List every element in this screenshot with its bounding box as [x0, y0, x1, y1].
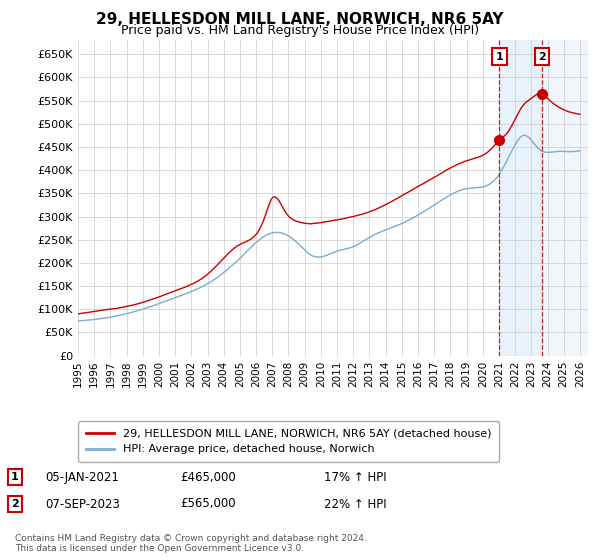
Bar	[542, 40, 588, 356]
Text: 22% ↑ HPI: 22% ↑ HPI	[324, 497, 386, 511]
Text: 05-JAN-2021: 05-JAN-2021	[45, 470, 119, 484]
Text: 29, HELLESDON MILL LANE, NORWICH, NR6 5AY: 29, HELLESDON MILL LANE, NORWICH, NR6 5A…	[96, 12, 504, 27]
Bar	[499, 40, 542, 356]
Text: Contains HM Land Registry data © Crown copyright and database right 2024.: Contains HM Land Registry data © Crown c…	[15, 534, 367, 543]
Text: 07-SEP-2023: 07-SEP-2023	[45, 497, 120, 511]
Text: 2: 2	[538, 52, 546, 62]
Text: £565,000: £565,000	[180, 497, 236, 511]
Text: 2: 2	[11, 499, 19, 509]
Legend: 29, HELLESDON MILL LANE, NORWICH, NR6 5AY (detached house), HPI: Average price, : 29, HELLESDON MILL LANE, NORWICH, NR6 5A…	[79, 421, 499, 462]
Text: Price paid vs. HM Land Registry's House Price Index (HPI): Price paid vs. HM Land Registry's House …	[121, 24, 479, 37]
Text: 17% ↑ HPI: 17% ↑ HPI	[324, 470, 386, 484]
Text: £465,000: £465,000	[180, 470, 236, 484]
Text: This data is licensed under the Open Government Licence v3.0.: This data is licensed under the Open Gov…	[15, 544, 304, 553]
Text: 1: 1	[11, 472, 19, 482]
Text: 1: 1	[496, 52, 503, 62]
